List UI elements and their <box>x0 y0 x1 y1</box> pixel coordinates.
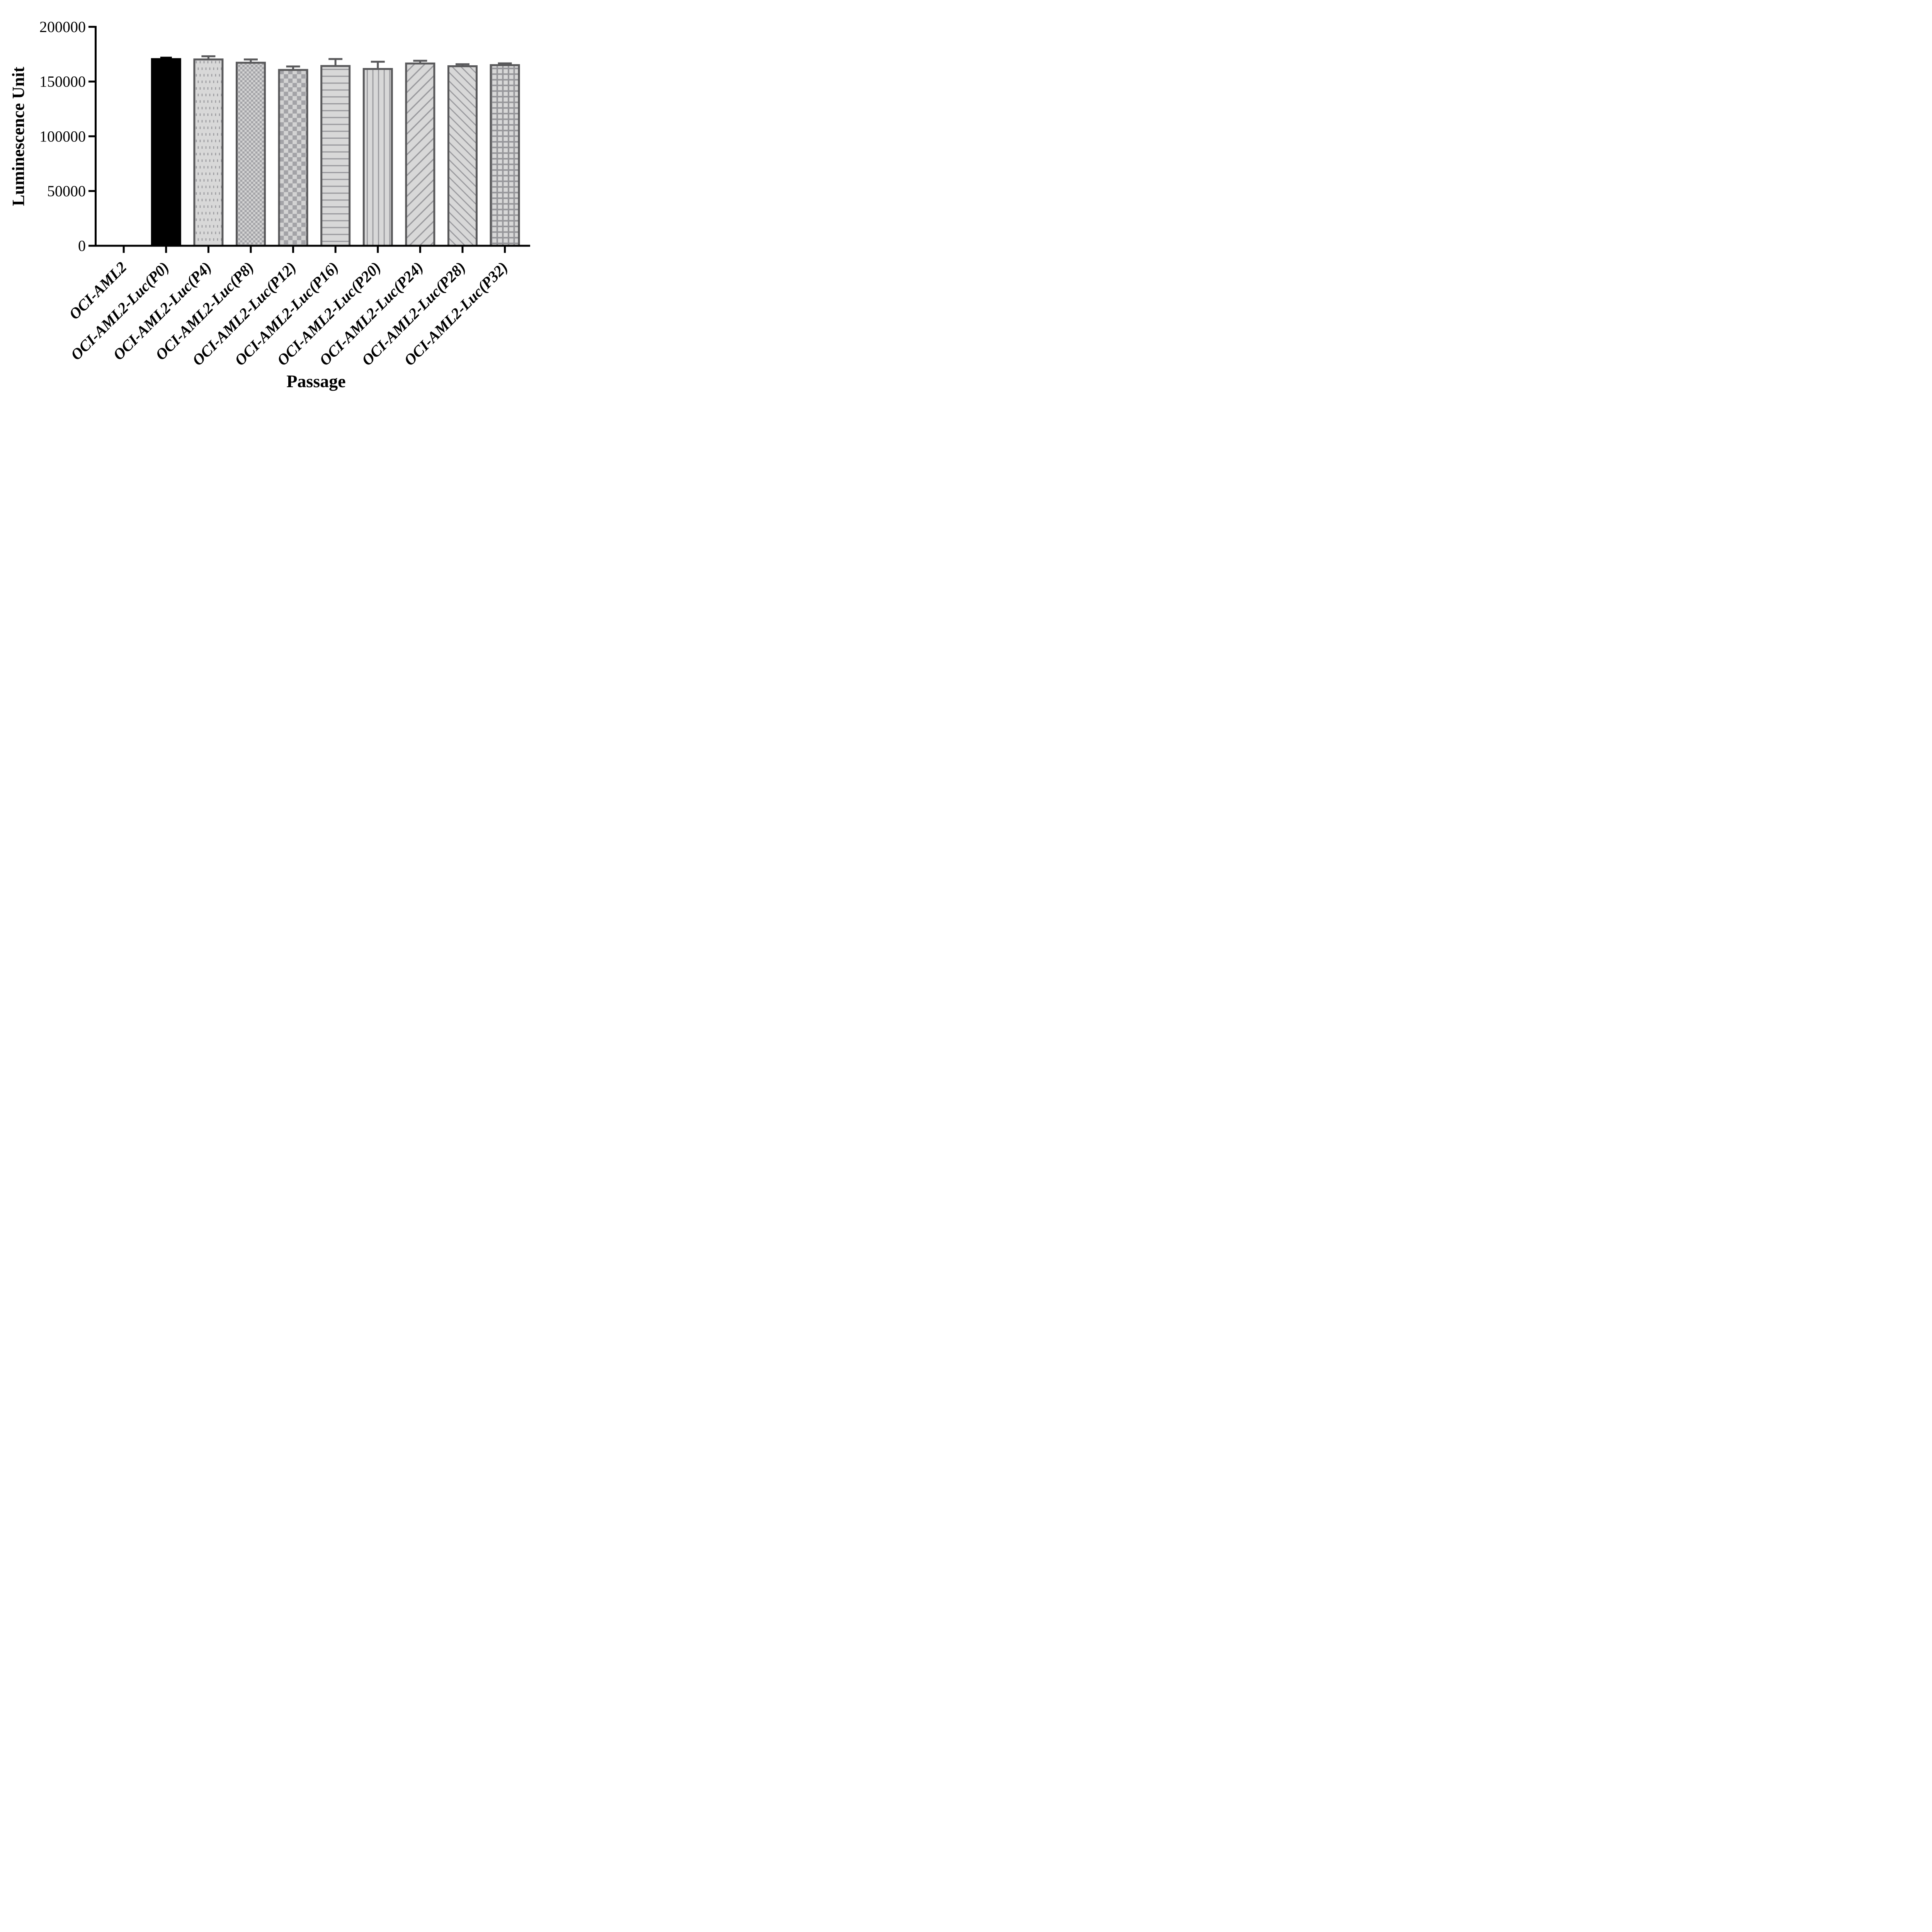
bar-OCI-AML2-Luc(P4) <box>193 58 224 247</box>
bar-OCI-AML2-Luc(P0) <box>151 58 181 247</box>
bar-OCI-AML2-Luc(P12) <box>278 69 308 247</box>
x-axis-title: Passage <box>286 371 345 391</box>
plot-area: 050000100000150000200000OCI-AML2OCI-AML2… <box>39 18 530 369</box>
y-axis-title: Luminescence Unit <box>9 66 28 206</box>
bar-OCI-AML2-Luc(P20) <box>362 68 393 247</box>
bar-OCI-AML2-Luc(P32) <box>490 64 520 247</box>
y-tick-label: 100000 <box>39 128 86 145</box>
y-tick-label: 200000 <box>39 18 86 36</box>
y-tick-label: 50000 <box>47 182 86 200</box>
chart-figure: 0 50000 100000 150000 200000 OCI-AML2 OCI-AML2… <box>0 0 569 404</box>
bar-chart: 050000100000150000200000OCI-AML2OCI-AML2… <box>9 18 530 391</box>
y-tick-label: 0 <box>78 237 86 255</box>
bar-OCI-AML2-Luc(P8) <box>236 61 266 247</box>
bar-OCI-AML2-Luc(P28) <box>447 65 478 247</box>
bar-OCI-AML2-Luc(P24) <box>405 62 435 247</box>
bar-OCI-AML2-Luc(P16) <box>320 65 351 247</box>
y-tick-label: 150000 <box>39 73 86 90</box>
